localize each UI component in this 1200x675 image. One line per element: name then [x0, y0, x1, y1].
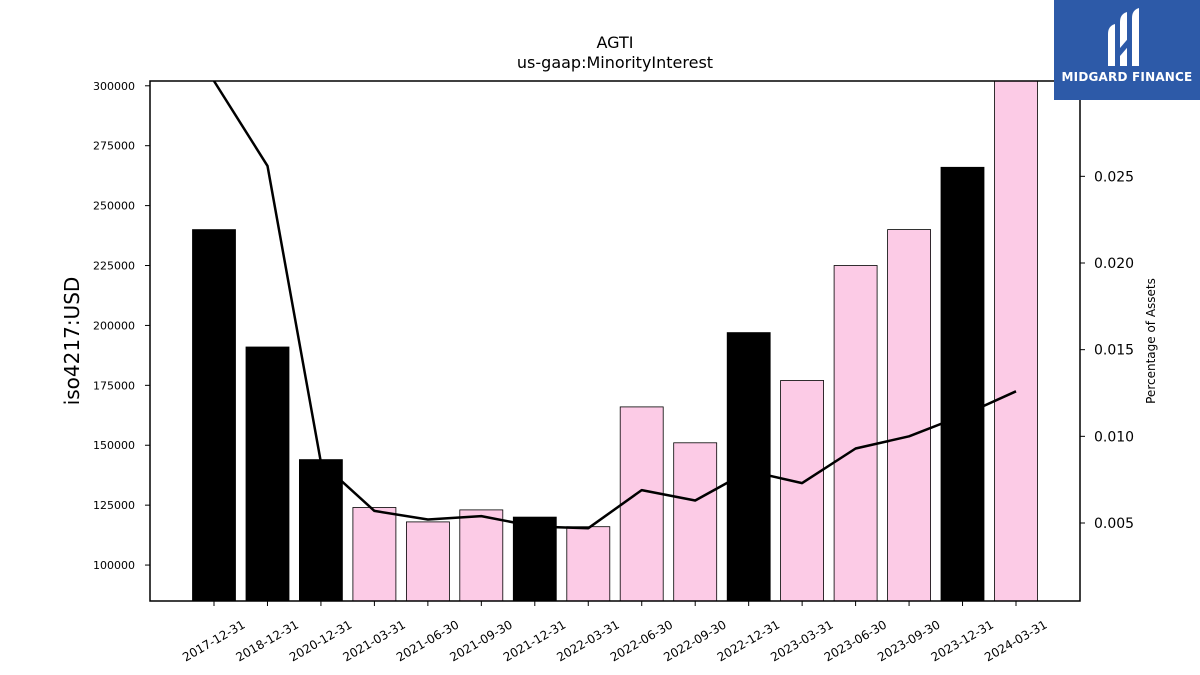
- y-right-tick-label: 0.015: [1094, 343, 1134, 359]
- chart-title: AGTI: [597, 33, 634, 52]
- bar-group: [192, 80, 1038, 602]
- y-right-tick-label: 0.005: [1094, 516, 1134, 532]
- bar-2022-03-31: [566, 526, 611, 602]
- bar-2018-12-31: [245, 346, 290, 602]
- bar-2020-12-31: [298, 459, 343, 602]
- bar-2024-03-31: [994, 80, 1038, 602]
- y-tick-label: 125000: [93, 499, 135, 512]
- bar-2021-09-30: [459, 509, 504, 602]
- bar-2023-06-30: [833, 265, 878, 602]
- y-tick-label: 225000: [93, 260, 135, 273]
- y-axis-left: 100000 125000 150000 175000 200000 225000 2500…: [93, 80, 150, 572]
- logo-text: MIDGARD FINANCE: [1061, 70, 1193, 84]
- bar-2023-09-30: [887, 229, 931, 602]
- bar-2022-09-30: [673, 442, 718, 602]
- bar-2022-12-31: [726, 332, 771, 602]
- y-right-tick-label: 0.010: [1094, 429, 1134, 445]
- y-tick-label: 100000: [93, 559, 135, 572]
- x-axis: 2017-12-312018-12-312020-12-312021-03-31…: [180, 601, 1050, 664]
- y-axis-label: iso4217:USD: [60, 277, 84, 406]
- chart-subtitle: us-gaap:MinorityInterest: [517, 53, 713, 72]
- y-tick-label: 150000: [93, 439, 135, 452]
- bar-2021-03-31: [352, 507, 397, 602]
- bar-2023-03-31: [780, 380, 824, 602]
- bar-2017-12-31: [192, 229, 236, 602]
- y-axis-right-label: Percentage of Assets: [1144, 278, 1158, 404]
- bar-2023-12-31: [940, 166, 985, 602]
- bar-2021-06-30: [405, 521, 450, 602]
- bar-2022-06-30: [619, 406, 664, 602]
- bar-2021-12-31: [512, 516, 557, 602]
- y-tick-label: 250000: [93, 200, 135, 213]
- y-tick-label: 175000: [93, 379, 135, 392]
- midgard-finance-logo: MIDGARD FINANCE: [1054, 0, 1200, 100]
- percentage-line: [212, 80, 1017, 530]
- y-right-tick-label: 0.020: [1094, 256, 1134, 272]
- y-right-tick-label: 0.025: [1094, 169, 1134, 185]
- y-tick-label: 275000: [93, 140, 135, 153]
- plot-frame: [149, 80, 1081, 602]
- y-tick-label: 200000: [93, 319, 135, 332]
- y-axis-right: 0.005 0.010 0.015 0.020 0.025: [1080, 169, 1134, 532]
- y-tick-label: 300000: [93, 80, 135, 93]
- line-group: [212, 80, 1017, 530]
- midgard-logo-icon: [1108, 8, 1139, 66]
